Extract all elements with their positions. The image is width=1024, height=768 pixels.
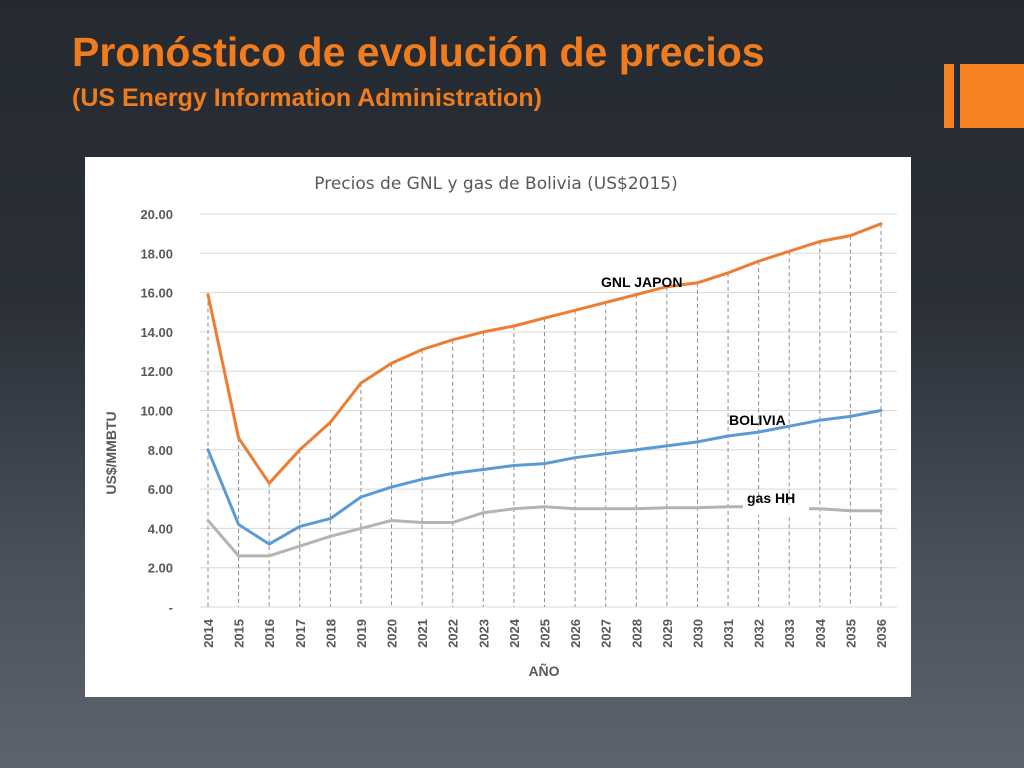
series-label: BOLIVIA bbox=[729, 412, 786, 428]
y-axis-tick-labels: - 2.00 4.00 6.00 8.00 10.00 12.00 14.00 16.00 18.… bbox=[140, 207, 173, 615]
chart-title: Precios de GNL y gas de Bolivia (US$2015… bbox=[314, 174, 677, 194]
x-tick-label: 2023 bbox=[476, 619, 491, 648]
x-tick-label: 2033 bbox=[782, 619, 797, 648]
y-tick-label: 12.00 bbox=[140, 364, 173, 379]
x-tick-label: 2021 bbox=[415, 619, 430, 648]
x-tick-label: 2034 bbox=[813, 618, 828, 648]
x-tick-label: 2017 bbox=[293, 619, 308, 648]
x-tick-label: 2016 bbox=[262, 619, 277, 648]
x-tick-label: 2028 bbox=[629, 619, 644, 648]
x-tick-label: 2032 bbox=[752, 619, 767, 648]
x-axis-tick-labels: 2014 2015 2016 2017 2018 2019 2020 2021 2022 2023… bbox=[201, 618, 889, 648]
slide-subtitle: (US Energy Information Administration) bbox=[72, 84, 542, 112]
slide-title: Pronóstico de evolución de precios bbox=[72, 29, 765, 75]
x-tick-label: 2026 bbox=[568, 619, 583, 648]
y-tick-label: 10.00 bbox=[140, 404, 173, 419]
x-tick-label: 2025 bbox=[538, 619, 553, 648]
x-tick-label: 2029 bbox=[660, 619, 675, 648]
series-line bbox=[206, 222, 883, 485]
x-tick-label: 2035 bbox=[843, 619, 858, 648]
x-tick-label: 2022 bbox=[446, 619, 461, 648]
y-tick-label: - bbox=[169, 600, 173, 615]
y-tick-label: 8.00 bbox=[148, 443, 173, 458]
x-tick-label: 2015 bbox=[232, 619, 247, 648]
line-chart: Precios de GNL y gas de Bolivia (US$2015… bbox=[103, 174, 897, 679]
grid bbox=[200, 213, 897, 608]
series-label: GNL JAPON bbox=[601, 274, 682, 290]
label-background bbox=[743, 505, 809, 515]
x-tick-label: 2027 bbox=[599, 619, 614, 648]
y-tick-label: 2.00 bbox=[148, 561, 173, 576]
x-tick-label: 2020 bbox=[385, 619, 400, 648]
series-line bbox=[206, 409, 883, 546]
y-tick-label: 6.00 bbox=[148, 482, 173, 497]
x-tick-label: 2018 bbox=[323, 619, 338, 648]
x-tick-label: 2030 bbox=[690, 619, 705, 648]
y-tick-label: 16.00 bbox=[140, 286, 173, 301]
x-tick-label: 2014 bbox=[201, 618, 216, 648]
y-tick-label: 4.00 bbox=[148, 521, 173, 536]
chart-panel: Precios de GNL y gas de Bolivia (US$2015… bbox=[85, 157, 911, 697]
y-tick-label: 14.00 bbox=[140, 325, 173, 340]
x-tick-label: 2019 bbox=[354, 619, 369, 648]
accent-bar-wide bbox=[960, 64, 1024, 128]
x-tick-label: 2024 bbox=[507, 618, 522, 648]
y-tick-label: 18.00 bbox=[140, 246, 173, 261]
x-axis-title: AÑO bbox=[528, 662, 559, 679]
series-labels: GNL JAPON BOLIVIA gas HH bbox=[601, 274, 809, 515]
y-tick-label: 20.00 bbox=[140, 207, 173, 222]
x-tick-label: 2031 bbox=[721, 619, 736, 648]
accent-bar-thin bbox=[944, 64, 954, 128]
y-axis-title: US$/MMBTU bbox=[103, 411, 119, 494]
x-tick-label: 2036 bbox=[874, 619, 889, 648]
series-label: gas HH bbox=[747, 490, 795, 506]
